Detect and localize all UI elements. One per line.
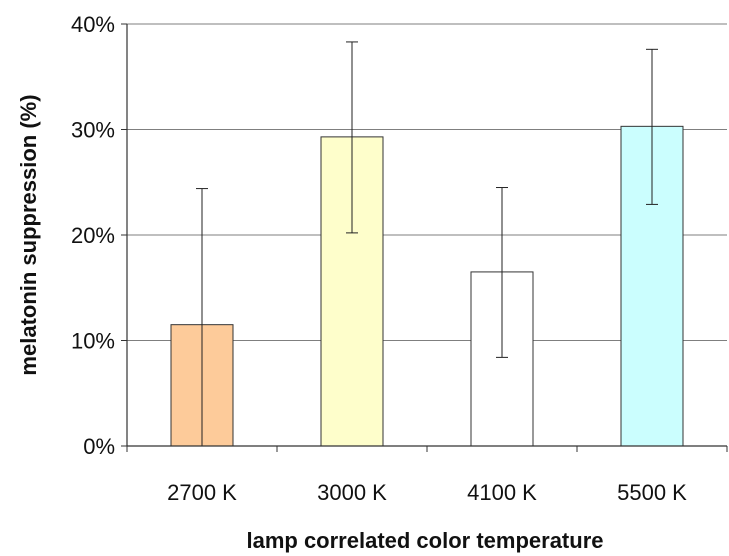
y-tick-label: 0% [83, 434, 115, 459]
y-tick-label: 20% [71, 223, 115, 248]
x-tick-label: 3000 K [317, 480, 387, 505]
x-axis-title: lamp correlated color temperature [246, 528, 603, 553]
error-bars [196, 41, 658, 447]
x-tick-labels: 2700 K 3000 K 4100 K 5500 K [167, 480, 687, 505]
y-tick-labels: 0% 10% 20% 30% 40% [71, 12, 115, 459]
y-tick-label: 10% [71, 329, 115, 354]
bars [170, 125, 684, 447]
y-tick-label: 30% [71, 118, 115, 143]
x-tick-label: 5500 K [617, 480, 687, 505]
y-tick-label: 40% [71, 12, 115, 37]
x-tick-label: 4100 K [467, 480, 537, 505]
axes [121, 23, 728, 452]
y-axis-title: melatonin suppression (%) [16, 94, 41, 375]
x-tick-label: 2700 K [167, 480, 237, 505]
